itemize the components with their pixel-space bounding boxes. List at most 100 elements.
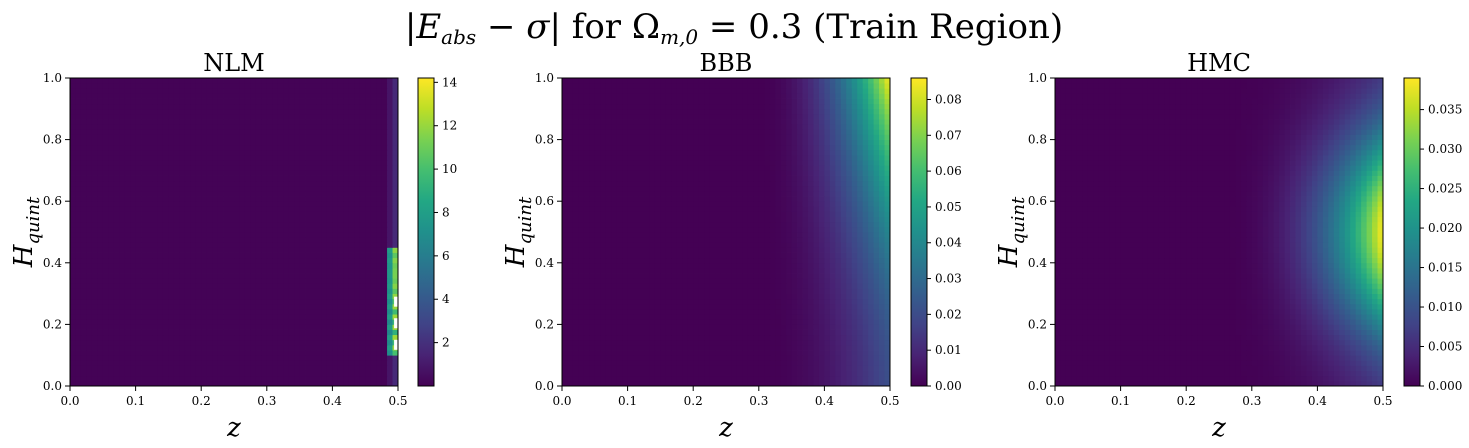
heatmap-cell (244, 355, 251, 361)
heatmap-cell (119, 88, 126, 94)
heatmap-cell (244, 257, 251, 264)
heatmap-cell (321, 262, 328, 269)
heatmap-cell (261, 329, 268, 336)
heatmap-cell (387, 350, 393, 356)
heatmap-cell (146, 298, 153, 305)
heatmap-cell (234, 375, 240, 382)
heatmap-cell (348, 93, 355, 99)
heatmap-cell (152, 350, 158, 356)
heatmap-cell (633, 365, 639, 371)
heatmap-cell (638, 273, 645, 279)
heatmap-cell (75, 237, 82, 243)
heatmap-cell (228, 211, 235, 217)
heatmap-cell (343, 98, 350, 105)
heatmap-cell (731, 273, 738, 279)
heatmap-cell (124, 303, 131, 310)
heatmap-cell (742, 360, 749, 366)
heatmap-cell (392, 329, 399, 336)
heatmap-cell (600, 365, 607, 371)
heatmap-cell (283, 221, 290, 228)
heatmap-cell (572, 267, 579, 274)
heatmap-cell (753, 283, 760, 289)
heatmap-cell (868, 303, 874, 310)
heatmap-cell (343, 170, 350, 176)
heatmap-cell (195, 103, 202, 110)
heatmap-cell (266, 329, 273, 336)
heatmap-cell (736, 375, 743, 382)
heatmap-cell (80, 160, 87, 166)
heatmap-cell (583, 314, 590, 320)
heatmap-cell (294, 98, 300, 105)
heatmap-cell (272, 232, 279, 238)
heatmap-cell (108, 206, 115, 212)
heatmap-cell (190, 355, 197, 361)
heatmap-cell (715, 278, 721, 284)
heatmap-cell (206, 242, 213, 248)
heatmap-cell (184, 237, 191, 243)
heatmap-cell (70, 185, 76, 192)
heatmap-cell (682, 360, 689, 366)
heatmap-cell (141, 360, 147, 366)
heatmap-cell (572, 309, 579, 315)
heatmap-cell (261, 170, 268, 176)
heatmap-cell (376, 78, 382, 84)
heatmap-cell (124, 226, 131, 233)
heatmap-cell (173, 324, 180, 330)
heatmap-cell (698, 293, 705, 300)
heatmap-cell (152, 360, 158, 366)
heatmap-cell (206, 267, 213, 274)
heatmap-cell (288, 165, 295, 171)
heatmap-cell (113, 201, 120, 207)
heatmap-cell (715, 273, 721, 279)
plot-frame (69, 77, 399, 387)
heatmap-cell (337, 88, 344, 94)
heatmap-cell (332, 309, 339, 315)
heatmap-cell (616, 360, 623, 366)
heatmap-cell (162, 103, 169, 110)
heatmap-cell (742, 344, 749, 351)
heatmap-cell (649, 309, 656, 315)
heatmap-cell (824, 324, 831, 330)
heatmap-cell (829, 309, 836, 315)
heatmap-cell (676, 360, 683, 366)
heatmap-cell (605, 360, 612, 366)
heatmap-cell (146, 288, 153, 294)
heatmap-cell (769, 339, 776, 346)
heatmap-cell (337, 98, 344, 105)
heatmap-cell (660, 303, 667, 310)
heatmap-cell (736, 360, 743, 366)
heatmap-cell (135, 237, 142, 243)
heatmap-cell (102, 93, 109, 99)
heatmap-cell (239, 293, 246, 300)
heatmap-cell (277, 375, 284, 382)
heatmap-cell (857, 365, 864, 371)
heatmap-cell (359, 83, 366, 89)
heatmap-cell (146, 119, 153, 125)
heatmap-cell (277, 190, 284, 197)
heatmap-cell (157, 221, 164, 228)
heatmap-cell (704, 319, 710, 325)
heatmap-cell (791, 344, 798, 351)
heatmap-cell (250, 309, 257, 315)
heatmap-cell (239, 124, 246, 130)
heatmap-cell (250, 113, 257, 120)
heatmap-cell (113, 293, 120, 300)
heatmap-cell (365, 98, 372, 105)
heatmap-cell (97, 303, 104, 310)
heatmap-cell (747, 365, 754, 371)
heatmap-cell (600, 324, 607, 330)
heatmap-cell (108, 314, 115, 320)
heatmap-cell (168, 93, 175, 99)
heatmap-cell (381, 314, 388, 320)
heatmap-cell (75, 78, 82, 84)
heatmap-cell (173, 103, 180, 110)
heatmap-cell (266, 175, 273, 182)
heatmap-cell (124, 247, 131, 253)
heatmap-cell (392, 170, 399, 176)
heatmap-cell (108, 303, 115, 310)
heatmap-cell (130, 298, 136, 305)
heatmap-cell (91, 216, 98, 223)
heatmap-cell (288, 314, 295, 320)
heatmap-cell (124, 273, 131, 279)
heatmap-cell (152, 149, 158, 156)
